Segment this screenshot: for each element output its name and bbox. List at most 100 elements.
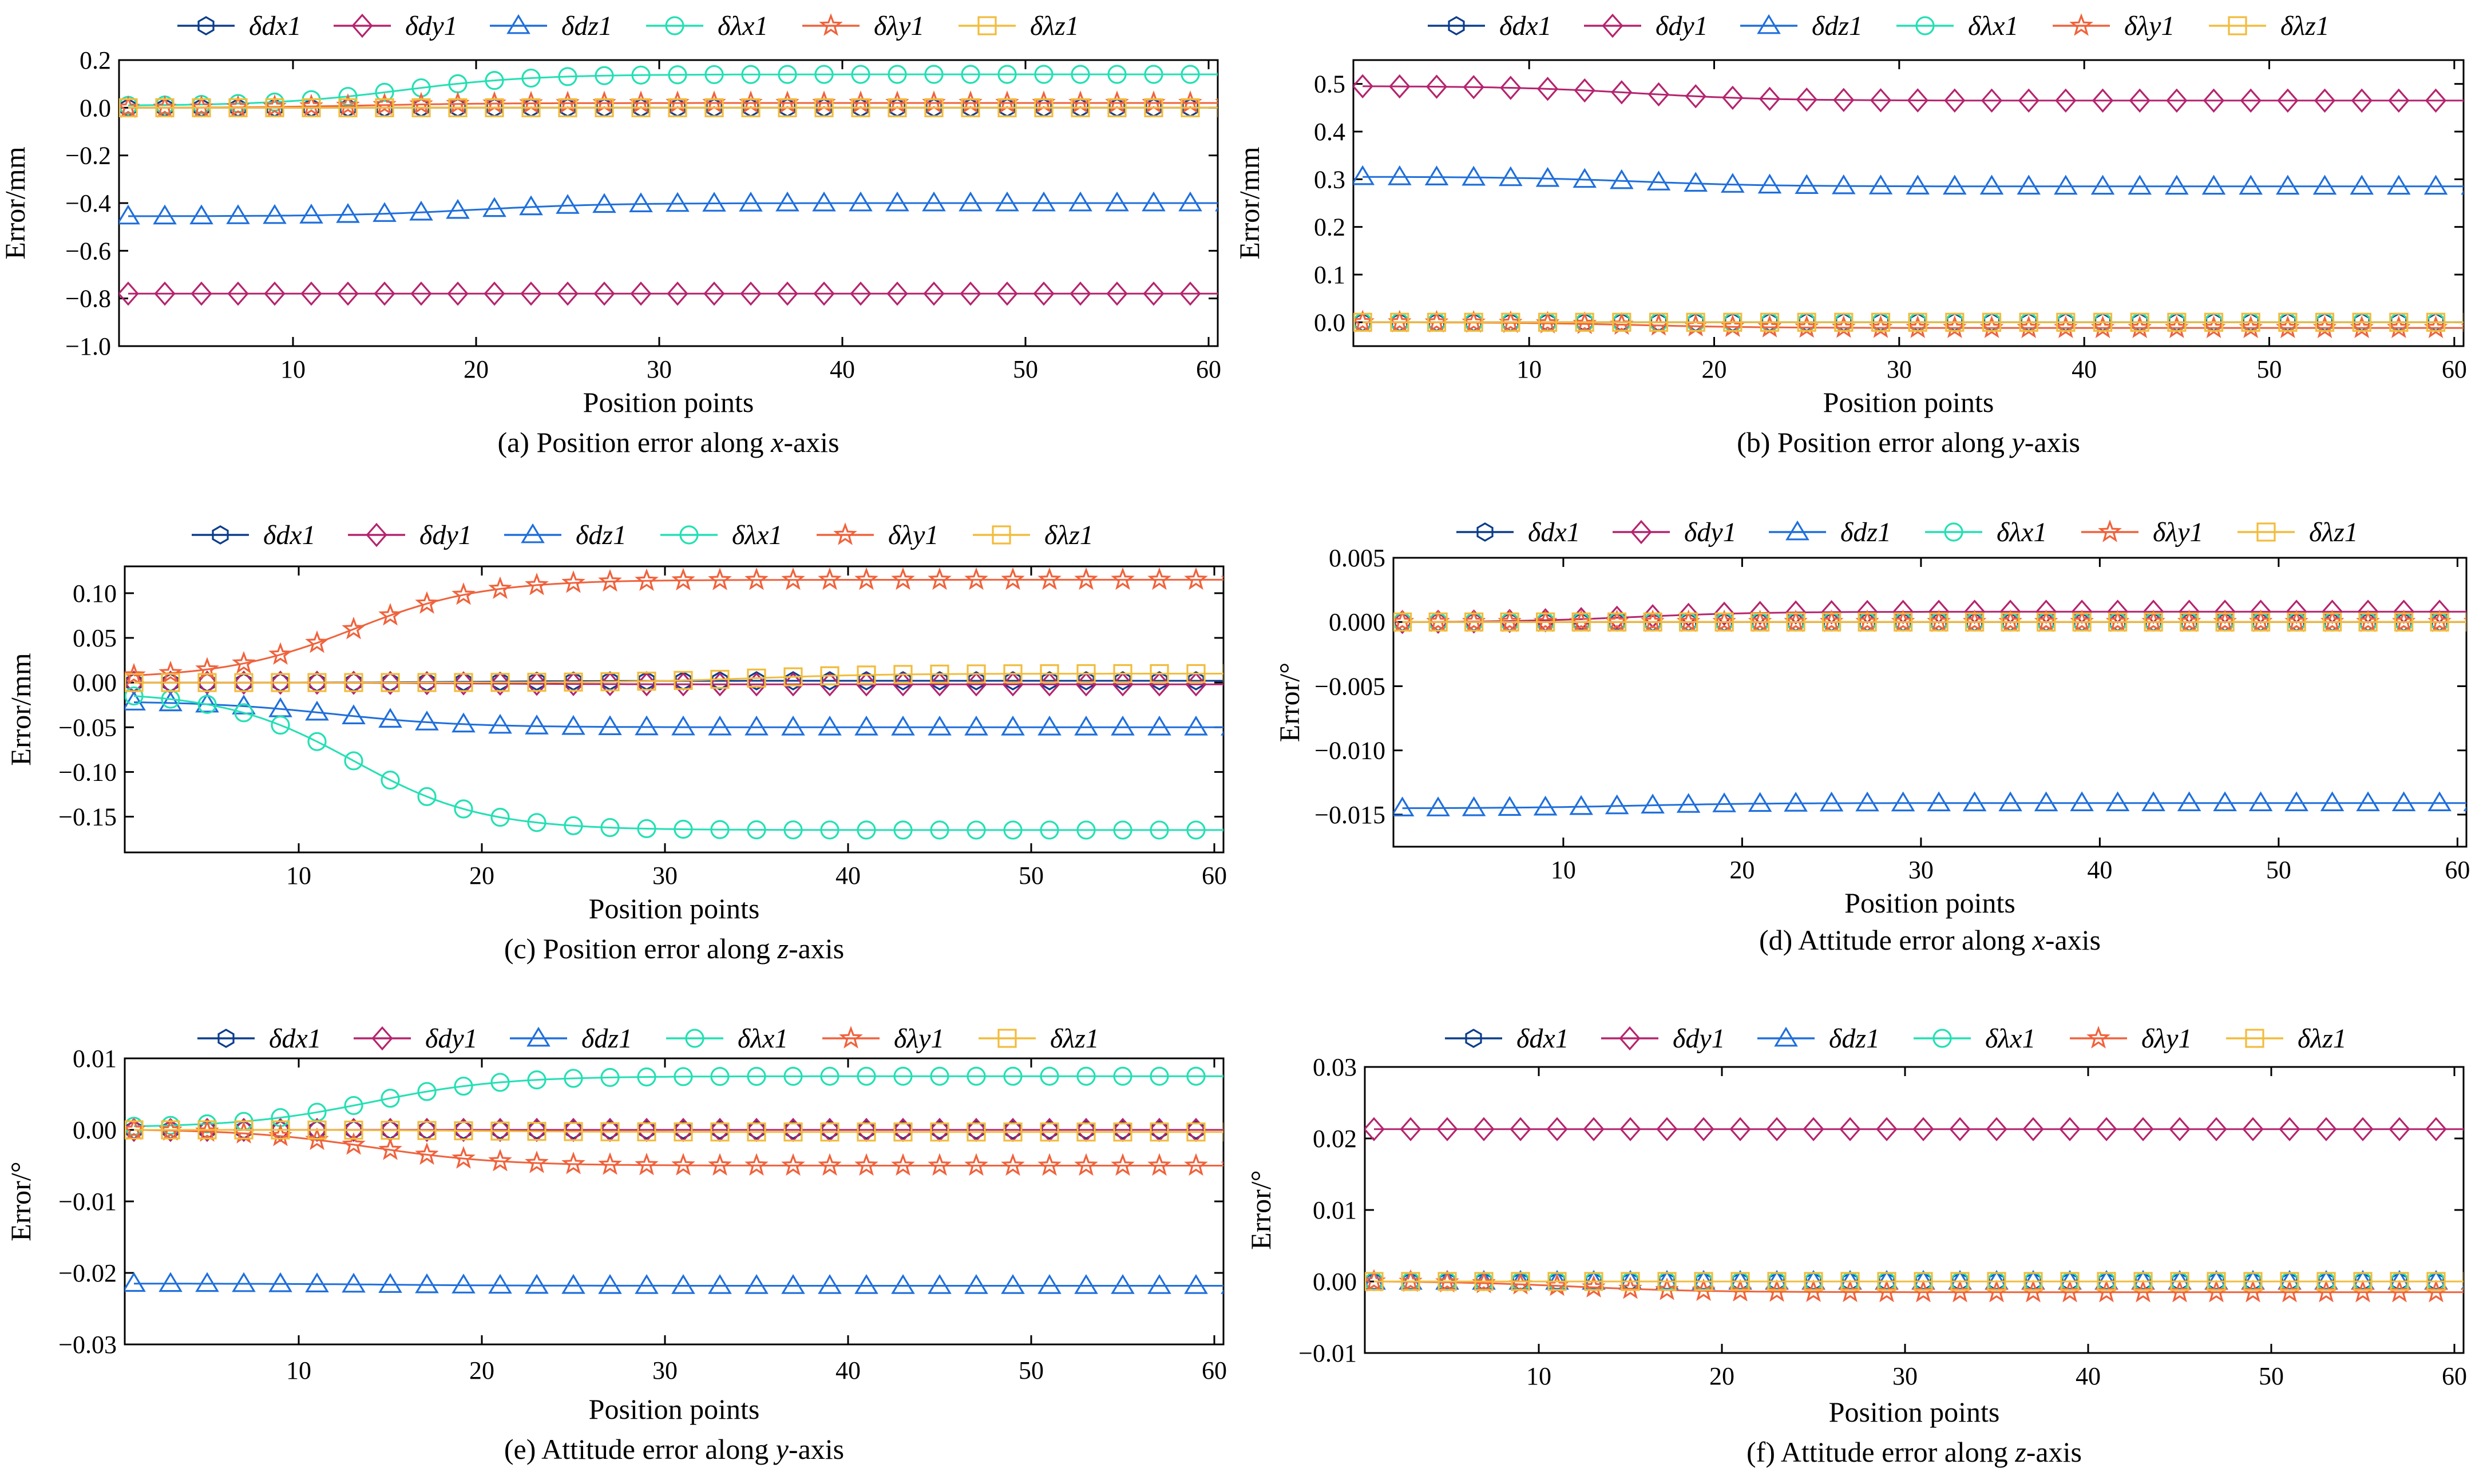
data-point-marker: [1039, 672, 1060, 697]
data-point-marker: [452, 712, 476, 733]
data-point-marker: [671, 1274, 695, 1294]
data-point-marker: [967, 1122, 986, 1142]
data-point-marker: [492, 1120, 509, 1140]
data-point-marker: [2021, 1269, 2045, 1290]
data-point-marker: [2386, 174, 2411, 195]
data-point-marker: [564, 1069, 583, 1088]
data-point-marker: [155, 98, 175, 117]
data-point-marker: [1868, 174, 1893, 195]
x-tick-label: 10: [286, 862, 311, 890]
data-point-marker: [783, 820, 803, 840]
data-point-marker: [858, 1120, 875, 1140]
y-tick-label: 0.02: [1313, 1125, 1357, 1153]
y-tick-label: 0.5: [1314, 70, 1345, 98]
data-point-marker: [854, 1153, 878, 1176]
legend-marker-hexagon: [1465, 1029, 1482, 1048]
data-point-marker: [2248, 609, 2273, 632]
data-point-marker: [2353, 1272, 2373, 1291]
data-point-marker: [374, 281, 395, 306]
data-point-marker: [744, 715, 769, 736]
data-point-marker: [1390, 312, 1409, 332]
data-point-marker: [748, 1120, 765, 1140]
data-point-marker: [891, 567, 915, 590]
legend-label: δdz1: [561, 11, 612, 41]
data-point-marker: [1074, 1274, 1098, 1294]
data-point-marker: [379, 670, 401, 695]
data-point-marker: [778, 98, 797, 117]
data-point-marker: [125, 1117, 146, 1140]
data-point-marker: [894, 1120, 912, 1140]
data-point-marker: [2164, 174, 2189, 195]
y-axis-label: Error/°: [1245, 1170, 1277, 1249]
data-point-marker: [1948, 1279, 1972, 1303]
data-point-marker: [1224, 1068, 1241, 1085]
legend-label: δdz1: [581, 1023, 632, 1054]
data-point-marker: [1728, 1269, 1752, 1290]
data-point-marker: [2239, 315, 2263, 339]
data-point-marker: [1111, 1153, 1135, 1176]
data-point-marker: [153, 95, 177, 118]
data-point-marker: [710, 669, 730, 689]
data-point-marker: [931, 671, 948, 691]
data-point-marker: [197, 695, 217, 714]
data-point-marker: [1462, 609, 1486, 632]
data-point-marker: [1224, 665, 1241, 683]
data-point-marker: [1833, 88, 1855, 112]
data-point-marker: [1981, 88, 2003, 113]
data-point-marker: [2213, 609, 2237, 632]
data-point-marker: [2141, 791, 2165, 812]
data-point-marker: [411, 98, 431, 117]
data-point-marker: [1498, 310, 1523, 334]
data-point-marker: [1786, 612, 1805, 632]
data-point-marker: [1424, 165, 1449, 185]
data-point-marker: [2165, 315, 2189, 339]
data-point-marker: [2278, 1269, 2302, 1290]
data-point-marker: [1365, 1117, 1385, 1141]
data-point-marker: [2276, 315, 2300, 339]
plot-area: [125, 1066, 1241, 1294]
series-line: [128, 202, 1218, 217]
data-point-marker: [2391, 791, 2416, 812]
data-point-marker: [598, 1273, 622, 1294]
data-point-marker: [228, 98, 248, 117]
data-point-marker: [854, 567, 878, 590]
data-point-marker: [1187, 1120, 1205, 1140]
data-point-marker: [2275, 174, 2300, 195]
legend-label: δdx1: [269, 1023, 322, 1054]
data-point-marker: [601, 1120, 619, 1140]
data-point-marker: [2213, 791, 2237, 812]
data-point-marker: [561, 1151, 585, 1174]
data-point-marker: [1908, 312, 1927, 332]
caption-suffix: -axis: [2045, 924, 2101, 956]
data-point-marker: [1393, 796, 1415, 817]
data-point-marker: [1399, 1269, 1423, 1290]
data-point-marker: [1186, 820, 1206, 840]
legend-marker-diamond: [351, 13, 373, 38]
x-tick-label: 20: [469, 1356, 494, 1384]
data-point-marker: [637, 1067, 656, 1087]
series-line: [128, 102, 1218, 109]
data-point-marker: [1187, 671, 1205, 691]
data-point-marker: [1181, 98, 1200, 117]
data-point-marker: [1646, 170, 1671, 191]
data-point-marker: [2463, 1272, 2464, 1291]
data-point-marker: [195, 1119, 219, 1142]
data-point-marker: [485, 98, 504, 117]
data-point-marker: [1803, 1117, 1824, 1141]
data-point-marker: [1611, 80, 1633, 105]
legend-label: δdy1: [1673, 1023, 1725, 1054]
data-point-marker: [710, 1067, 730, 1086]
data-point-marker: [1426, 609, 1450, 632]
x-tick-label: 60: [2442, 355, 2467, 383]
data-point-marker: [2168, 1269, 2192, 1290]
data-point-marker: [2105, 609, 2130, 632]
data-point-marker: [2465, 314, 2480, 331]
data-point-marker: [1463, 75, 1484, 100]
data-point-marker: [821, 1120, 838, 1140]
data-point-marker: [931, 1120, 948, 1140]
data-point-marker: [1982, 312, 2002, 332]
data-point-marker: [119, 95, 140, 118]
data-point-marker: [666, 192, 690, 212]
data-point-marker: [2287, 612, 2306, 632]
